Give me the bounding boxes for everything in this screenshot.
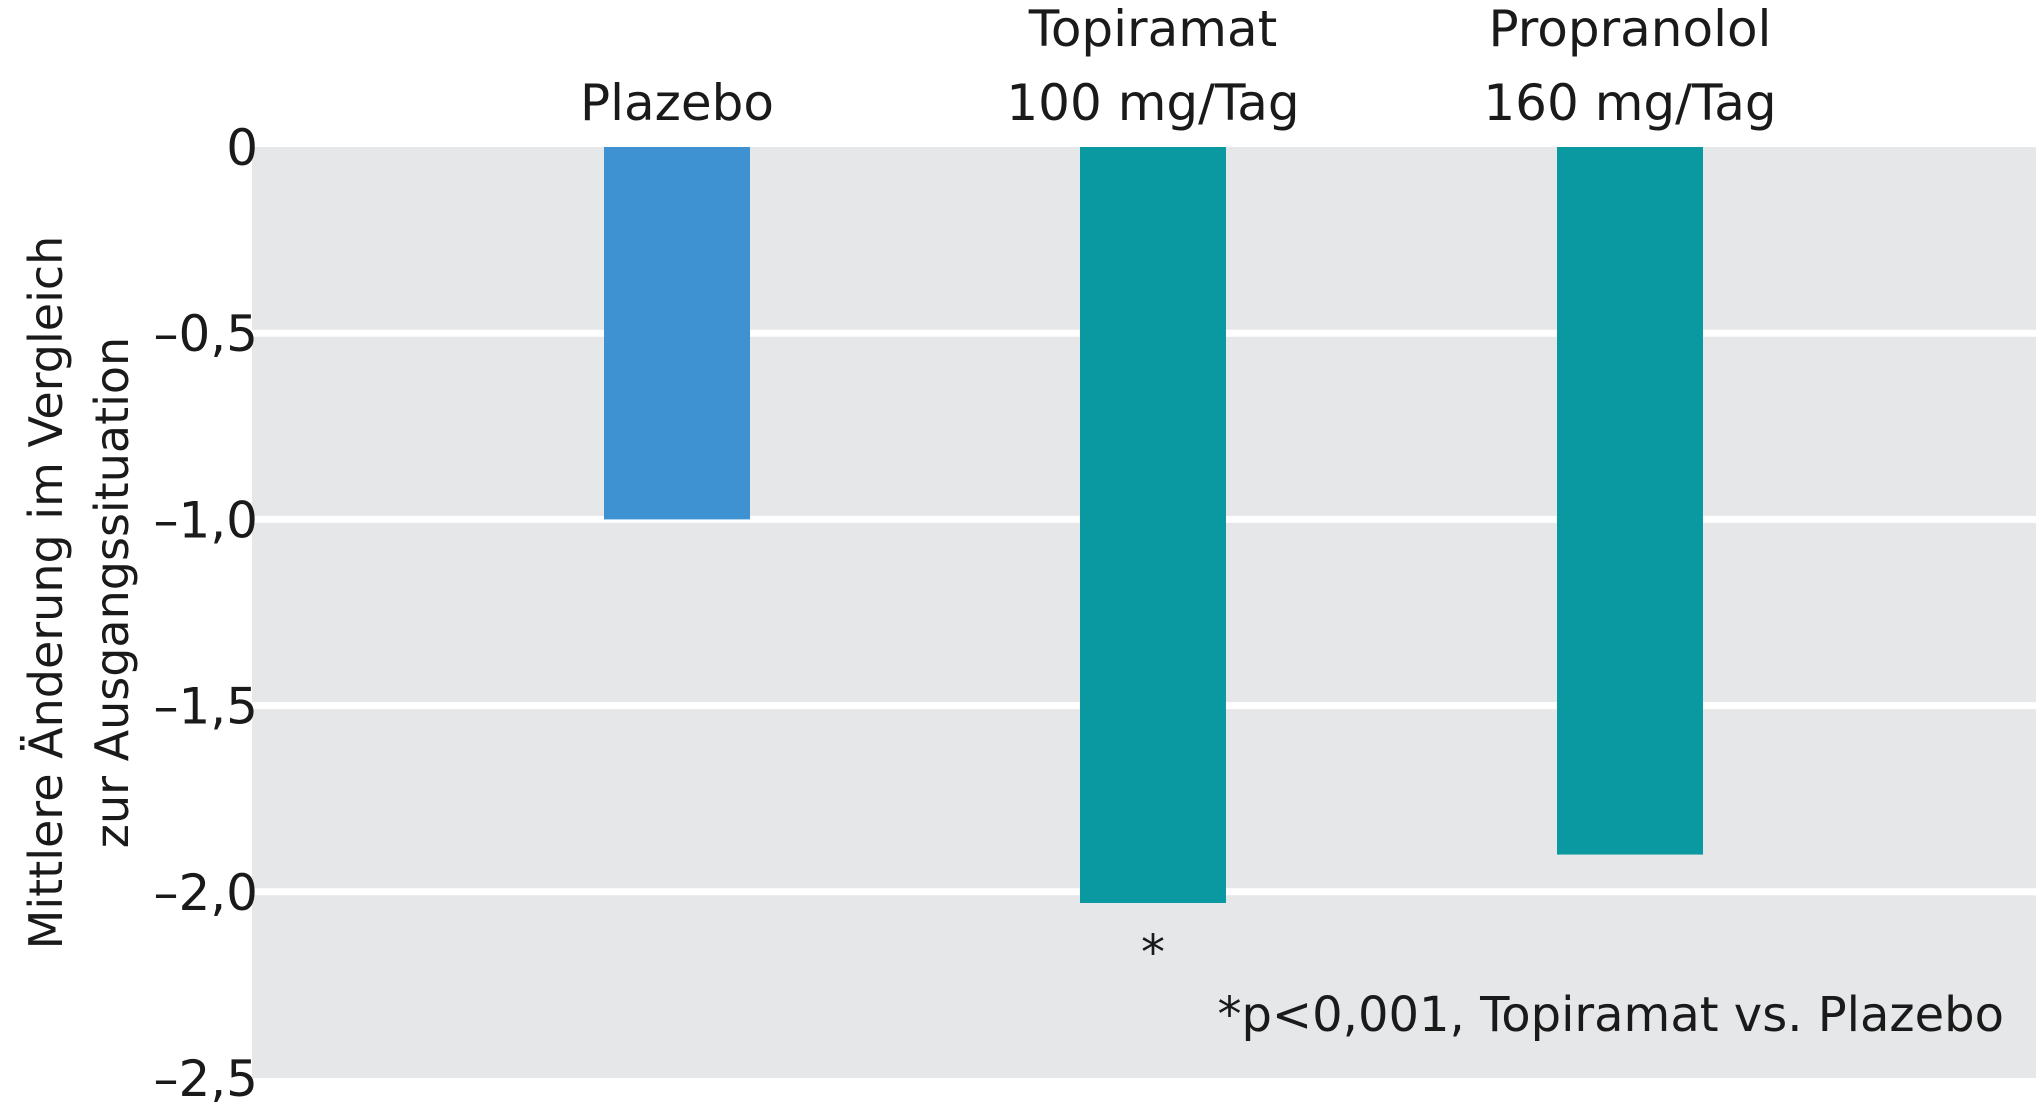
annotations: * *p<0,001, Topiramat vs. Plazebo <box>1141 925 2004 1043</box>
y-axis-title-line: Mittlere Änderung im Vergleich <box>19 236 73 950</box>
category-label: 100 mg/Tag <box>1006 74 1299 132</box>
y-tick-label: –1,5 <box>153 678 258 736</box>
category-label: Plazebo <box>580 74 774 132</box>
footnote: *p<0,001, Topiramat vs. Plazebo <box>1217 987 2004 1043</box>
y-tick-label: 0 <box>226 119 258 177</box>
y-axis-title-line: zur Ausgangssituation <box>85 337 139 848</box>
bar <box>604 147 750 520</box>
y-tick-label: –2,0 <box>153 864 258 922</box>
bar <box>1080 147 1226 903</box>
y-tick-label: –2,5 <box>153 1050 258 1108</box>
y-axis-title: Mittlere Änderung im Vergleich zur Ausgan… <box>19 236 139 950</box>
y-tick-label: –0,5 <box>153 305 258 363</box>
category-label: Topiramat <box>1028 0 1277 58</box>
bar <box>1557 147 1703 855</box>
significance-marker: * <box>1141 925 1165 981</box>
y-tick-label: –1,0 <box>153 491 258 549</box>
y-axis-ticks: 0 –0,5 –1,0 –1,5 –2,0 –2,5 <box>153 119 258 1108</box>
category-label: 160 mg/Tag <box>1483 74 1776 132</box>
category-label: Propranolol <box>1489 0 1772 58</box>
bars <box>604 147 1703 903</box>
category-labels: Plazebo Topiramat 100 mg/Tag Propranolol 160… <box>580 0 1777 132</box>
